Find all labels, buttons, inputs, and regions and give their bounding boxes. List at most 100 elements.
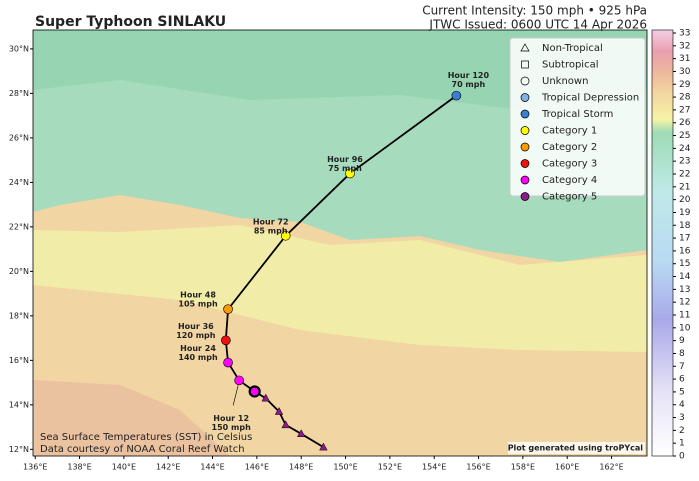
colorbar-tick-label: 20 — [679, 195, 691, 205]
colorbar-tick-label: 14 — [679, 272, 691, 282]
colorbar-tick-label: 10 — [679, 323, 691, 333]
label-pointer — [232, 385, 239, 406]
x-tick-label: 140°E — [112, 463, 136, 472]
x-tick-label: 138°E — [67, 463, 91, 472]
past-point — [296, 429, 306, 438]
colorbar-tick-label: 5 — [679, 387, 685, 397]
forecast-label: 70 mph — [452, 80, 486, 89]
footnote: Data courtesy of NOAA Coral Reef Watch — [40, 444, 245, 455]
colorbar-tick-label: 30 — [679, 67, 691, 77]
colorbar-tick-label: 25 — [679, 131, 690, 141]
forecast-label: 140 mph — [178, 353, 218, 362]
colorbar-tick-label: 19 — [679, 208, 691, 218]
forecast-label: Hour 24 — [180, 344, 216, 353]
forecast-label: 105 mph — [178, 300, 218, 309]
footnote: Sea Surface Temperatures (SST) in Celsiu… — [40, 432, 252, 443]
x-tick-label: 142°E — [156, 463, 180, 472]
legend-marker — [520, 126, 530, 135]
legend-marker — [521, 60, 529, 69]
x-tick-label: 150°E — [333, 463, 357, 472]
colorbar-tick-label: 23 — [679, 157, 690, 167]
colorbar-tick-label: 21 — [679, 182, 690, 192]
credit: Plot generated using troPYcal — [508, 444, 644, 453]
colorbar-tick-label: 28 — [679, 93, 691, 103]
forecast-point — [345, 168, 355, 179]
x-tick-label: 144°E — [200, 463, 224, 472]
legend-marker — [520, 142, 530, 152]
title: Super Typhoon SINLAKU — [35, 14, 226, 30]
legend-label: Category 2 — [542, 142, 597, 153]
y-tick-label: 22°N — [9, 222, 29, 231]
colorbar-tick-label: 24 — [679, 144, 691, 154]
x-tick-label: 160°E — [555, 463, 579, 472]
past-point — [319, 442, 328, 451]
legend-marker — [520, 175, 530, 185]
past-point — [261, 393, 270, 402]
colorbar — [651, 29, 674, 457]
forecast-label: 75 mph — [328, 164, 362, 173]
x-tick-label: 156°E — [466, 463, 490, 472]
x-tick-label: 154°E — [422, 463, 446, 472]
colorbar-tick-label: 0 — [679, 452, 685, 462]
y-tick-label: 18°N — [9, 311, 29, 320]
legend-marker — [520, 93, 530, 102]
y-tick-label: 20°N — [9, 267, 29, 276]
colorbar-tick-label: 22 — [679, 170, 690, 180]
colorbar-tick-label: 2 — [679, 426, 685, 436]
forecast-label: Hour 48 — [180, 291, 216, 300]
colorbar-tick-label: 1 — [679, 439, 685, 449]
colorbar-tick-label: 7 — [679, 362, 685, 372]
legend-label: Category 1 — [542, 126, 597, 137]
colorbar-tick-label: 9 — [679, 336, 685, 346]
forecast-label: Hour 36 — [178, 322, 214, 331]
colorbar-tick-label: 16 — [679, 246, 691, 256]
x-tick-label: 158°E — [511, 463, 535, 472]
x-tick-label: 162°E — [599, 463, 623, 472]
colorbar-tick-label: 27 — [679, 105, 690, 115]
forecast-label: 120 mph — [176, 331, 216, 340]
legend-box — [509, 37, 646, 197]
forecast-point — [234, 375, 244, 386]
subtitle: Current Intensity: 150 mph • 925 hPa — [422, 4, 647, 18]
credit-box — [508, 442, 645, 454]
legend-marker — [520, 109, 530, 119]
x-tick-label: 146°E — [245, 463, 269, 472]
colorbar-tick-label: 29 — [679, 80, 691, 90]
forecast-label: Hour 12 — [213, 414, 249, 423]
legend-label: Category 5 — [542, 192, 597, 203]
colorbar-tick-label: 18 — [679, 221, 691, 231]
y-tick-label: 14°N — [9, 400, 29, 409]
legend-label: Category 4 — [542, 175, 597, 186]
y-tick-label: 24°N — [9, 178, 29, 187]
y-tick-label: 12°N — [9, 445, 29, 454]
colorbar-tick-label: 8 — [679, 349, 685, 359]
legend-marker — [520, 43, 530, 52]
legend-marker — [520, 159, 530, 168]
colorbar-tick-label: 3 — [679, 413, 685, 423]
forecast-point — [280, 230, 291, 241]
colorbar-tick-label: 17 — [679, 234, 690, 244]
legend-label: Tropical Depression — [541, 93, 639, 104]
y-tick-label: 30°N — [9, 44, 29, 53]
y-tick-label: 28°N — [9, 89, 29, 98]
colorbar-tick-label: 31 — [679, 54, 690, 64]
legend-marker — [520, 76, 530, 86]
forecast-label: 150 mph — [212, 423, 252, 432]
forecast-label: 85 mph — [254, 226, 288, 235]
x-tick-label: 148°E — [289, 463, 313, 472]
y-tick-label: 26°N — [9, 133, 29, 142]
colorbar-tick-label: 32 — [679, 41, 690, 51]
colorbar-tick-label: 26 — [679, 118, 691, 128]
forecast-point — [451, 90, 462, 101]
forecast-label: Hour 96 — [327, 155, 363, 164]
legend-label: Subtropical — [542, 60, 599, 71]
forecast-label: Hour 72 — [253, 217, 289, 226]
subtitle: JTWC Issued: 0600 UTC 14 Apr 2026 — [428, 18, 647, 32]
colorbar-tick-label: 4 — [679, 400, 685, 410]
forecast-label: Hour 120 — [448, 71, 490, 80]
colorbar-tick-label: 13 — [679, 285, 690, 295]
current-point — [248, 385, 261, 398]
colorbar-tick-label: 15 — [679, 259, 690, 269]
legend-label: Non-Tropical — [542, 43, 603, 54]
map-frame — [32, 29, 648, 457]
